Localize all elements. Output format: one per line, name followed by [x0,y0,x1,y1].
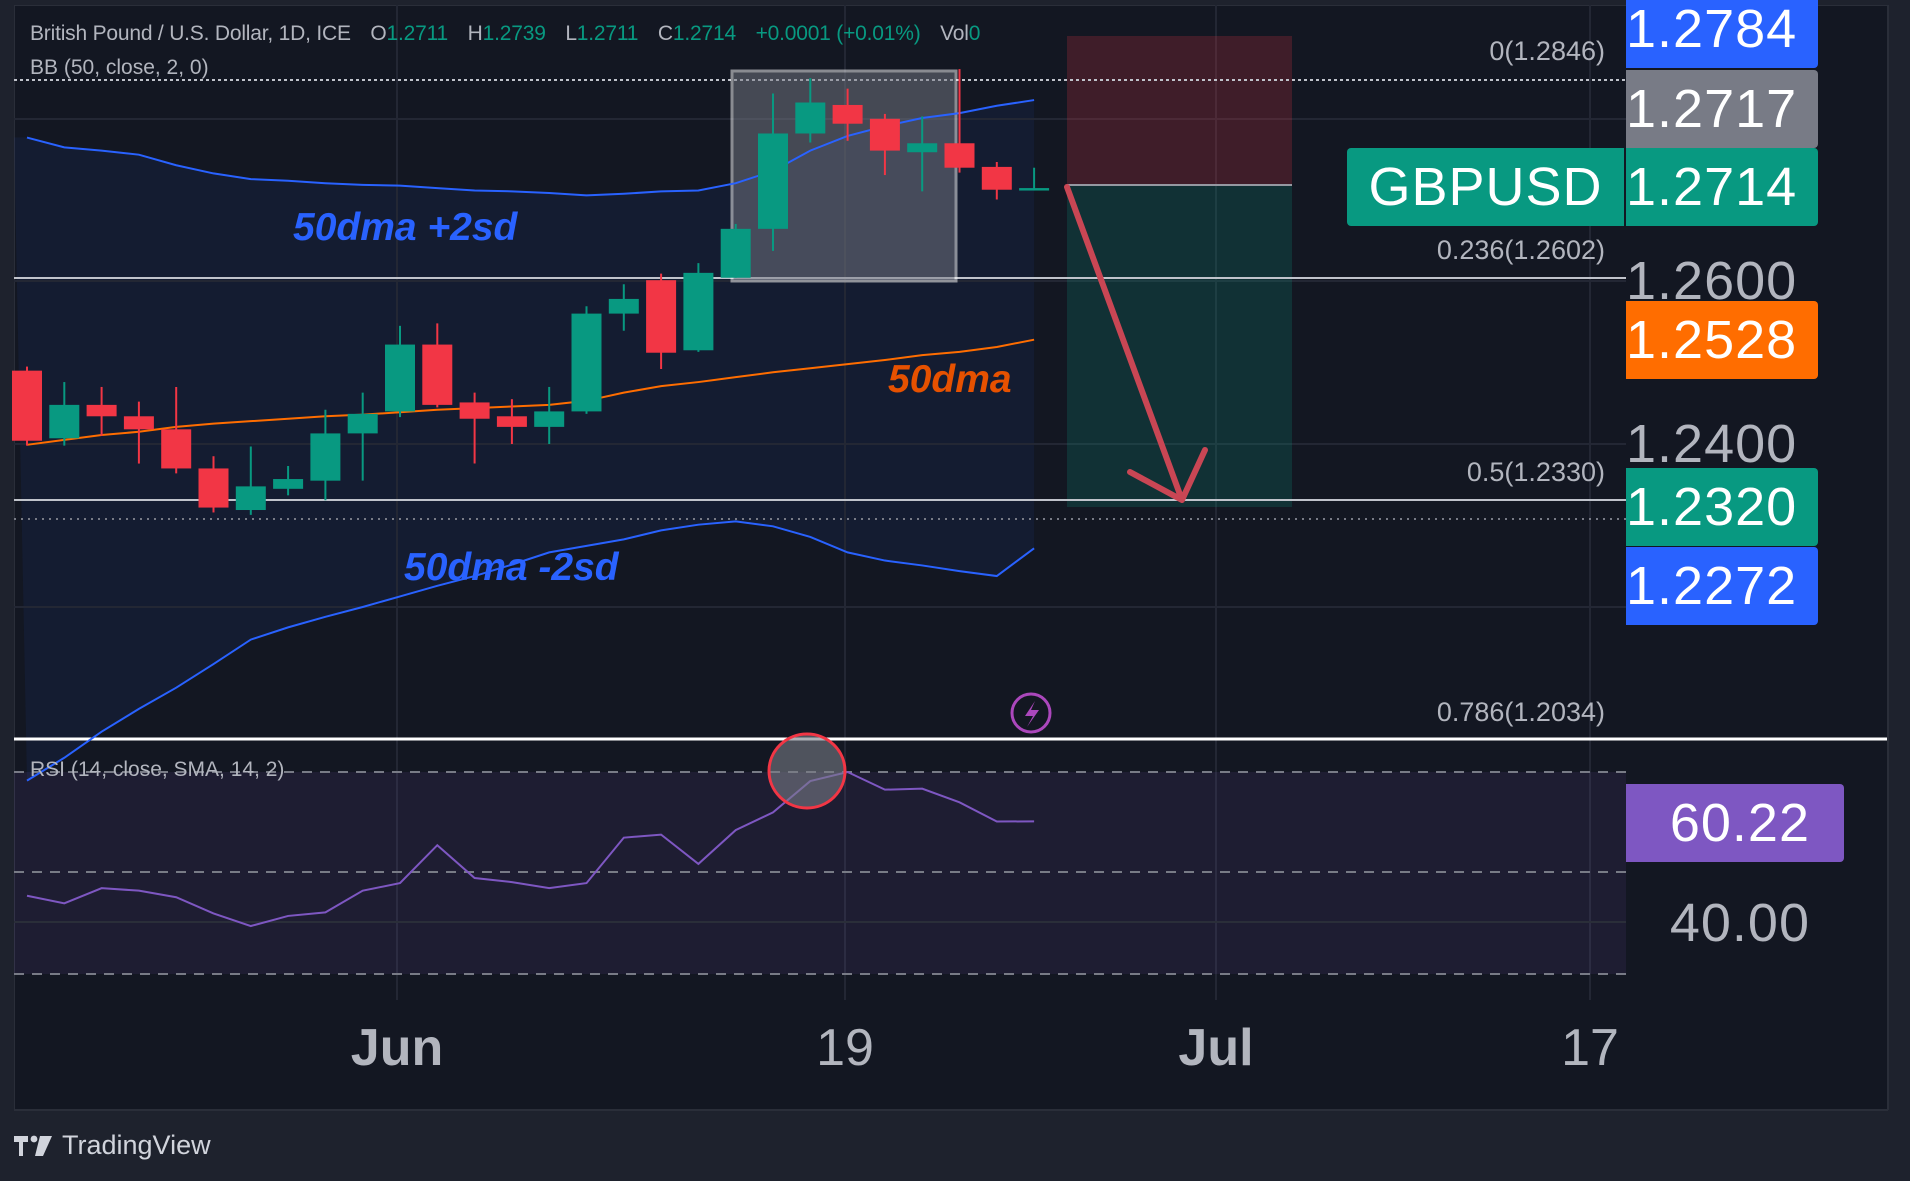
stop-price-label: 1.2717 [1626,70,1818,148]
tradingview-logo-text: TradingView [62,1130,211,1160]
candle-body[interactable] [385,344,415,412]
time-label-jul: Jul [1178,1019,1254,1077]
change-value: +0.0001 (+0.01%) [755,22,921,45]
candle-body[interactable] [758,133,788,229]
candle-body[interactable] [310,433,341,481]
candle-body[interactable] [571,313,602,412]
rsi-line[interactable] [26,770,1035,928]
rsi-indicator-legend[interactable]: RSI (14, close, SMA, 14, 2) [30,758,285,781]
candle-body[interactable] [907,143,938,153]
bb-lower-line[interactable] [26,520,1035,782]
symbol-legend: British Pound / U.S. Dollar, 1D, ICE O1.… [30,22,980,46]
short-position-target-zone[interactable] [1067,185,1292,507]
candle-body[interactable] [1019,188,1050,191]
lower-band-annotation[interactable]: 50dma -2sd [404,546,619,589]
lightning-icon[interactable] [1010,692,1052,734]
candle-body[interactable] [86,404,117,417]
target-price-label: 1.2320 [1626,468,1818,546]
time-label-17: 17 [1561,1019,1619,1077]
fib-level-0786: 0.786(1.2034) [1436,697,1605,727]
candle-body[interactable] [422,344,453,405]
candle-body[interactable] [720,228,751,278]
candle-body[interactable] [235,486,266,511]
volume-key: Vol [940,22,969,45]
close-value: 1.2714 [672,22,736,45]
candle-body[interactable] [12,370,42,441]
candle-body[interactable] [273,479,304,489]
symbol-title[interactable]: British Pound / U.S. Dollar, 1D, ICE [30,22,351,45]
close-key: C [657,22,673,45]
fib-level-05: 0.5(1.2330) [1466,457,1605,487]
rsi-peak-highlight-fill [769,734,845,808]
candle-body[interactable] [161,429,192,469]
candle-body[interactable] [496,416,527,427]
short-position-stop-zone[interactable] [1067,36,1292,185]
high-value: 1.2739 [482,22,546,45]
bb-upper-line[interactable] [26,99,1035,197]
time-label-19: 19 [816,1019,874,1077]
tradingview-logo-icon [14,1135,52,1156]
low-value: 1.2711 [576,22,639,45]
candle-body[interactable] [869,118,900,151]
bb-lower-price-label: 1.2272 [1626,547,1818,625]
open-value: 1.2711 [386,22,449,45]
price-tick-12400: 1.2400 [1626,414,1798,474]
candle-body[interactable] [944,143,975,168]
candle-body[interactable] [49,404,80,439]
rsi-tick-40: 40.00 [1669,893,1810,953]
low-key: L [565,22,577,45]
symbol-tag: GBPUSD [1347,148,1624,226]
candle-body[interactable] [459,402,490,419]
candle-body[interactable] [683,272,714,351]
lightning-icon-glyph [1025,701,1039,727]
rsi-current-label: 60.22 [1626,784,1844,862]
candle-body[interactable] [646,280,677,353]
fib-level-0236: 0.236(1.2602) [1436,235,1605,265]
candle-body[interactable] [198,468,229,508]
rsi-peak-highlight[interactable] [767,732,847,810]
volume-value: 0 [968,22,981,45]
candle-body[interactable] [534,411,565,427]
down-arrow-drawing[interactable] [1064,184,1208,503]
candle-body[interactable] [795,102,826,134]
bb-basis-price-label: 1.2528 [1626,301,1818,379]
fib-level-0: 0(1.2846) [1489,36,1605,66]
candle-body[interactable] [832,104,863,124]
candle-body[interactable] [608,298,639,314]
bb-basis-line[interactable] [26,338,1035,446]
time-label-jun: Jun [350,1019,444,1077]
open-key: O [370,22,387,45]
upper-band-annotation[interactable]: 50dma +2sd [293,206,518,249]
last-price-label: 1.2714 [1626,148,1818,226]
high-key: H [467,22,483,45]
50dma-annotation[interactable]: 50dma [888,358,1012,401]
candle-body[interactable] [981,166,1012,190]
bb-indicator-legend[interactable]: BB (50, close, 2, 0) [30,56,209,79]
tradingview-logo[interactable]: TradingView [14,1130,211,1161]
candle-body[interactable] [123,416,154,430]
bb-upper-price-label: 1.2784 [1626,0,1818,68]
candle-body[interactable] [347,413,378,434]
